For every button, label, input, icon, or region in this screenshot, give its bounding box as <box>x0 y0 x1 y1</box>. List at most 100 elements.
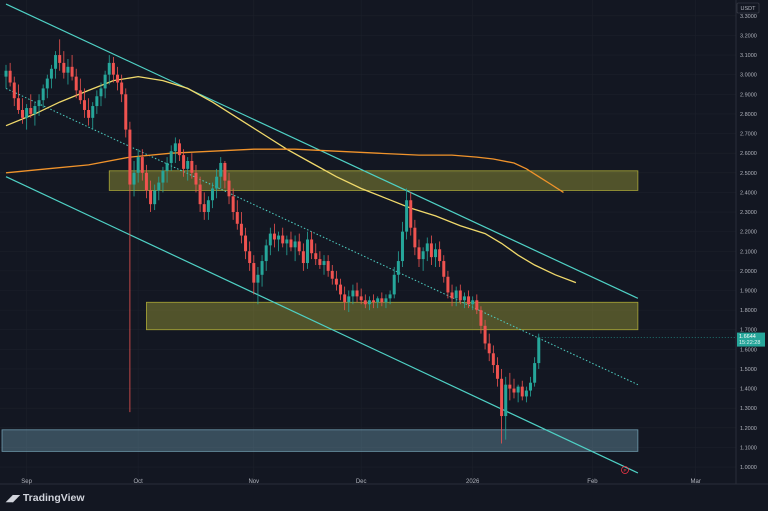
candle-body <box>256 274 260 283</box>
candle-body <box>173 143 177 152</box>
channel-line <box>5 176 639 474</box>
candle-body <box>149 190 153 205</box>
candle-body <box>82 100 86 110</box>
candle-body <box>153 190 157 205</box>
price-tick: 1.7000 <box>740 328 757 334</box>
candle-body <box>202 204 206 213</box>
candle-body <box>58 55 62 63</box>
candle-body <box>537 337 541 364</box>
candle-body <box>475 300 479 311</box>
candle-body <box>322 261 326 265</box>
candle-body <box>384 298 388 303</box>
candle-body <box>8 70 12 83</box>
price-axis[interactable]: 3.3000 3.2000 3.1000 3.0000 2.9000 2.8000 2.70… <box>740 14 757 471</box>
candle-body <box>285 239 289 244</box>
candle-body <box>495 365 499 379</box>
candle-body <box>74 76 78 91</box>
price-tick: 1.1000 <box>740 445 757 451</box>
candle-body <box>351 290 355 297</box>
candle-body <box>318 259 322 265</box>
candle-body <box>529 382 533 391</box>
candle-body <box>41 88 45 101</box>
candle-body <box>450 292 454 299</box>
candles <box>4 39 736 444</box>
channel-line <box>5 3 639 299</box>
candle-body <box>16 98 20 110</box>
candle-body <box>289 239 293 248</box>
candle-body <box>99 88 103 97</box>
candle-body <box>54 55 58 69</box>
candle-body <box>198 184 202 205</box>
last-price-tag <box>737 332 765 347</box>
price-tick: 2.7000 <box>740 132 757 138</box>
candle-body <box>355 290 359 297</box>
candle-body <box>37 100 41 107</box>
candle-body <box>471 300 475 305</box>
candle-body <box>347 296 351 303</box>
candle-body <box>194 172 198 185</box>
time-tick: Oct <box>133 479 143 485</box>
price-tick: 3.2000 <box>740 33 757 39</box>
candle-body <box>434 249 438 258</box>
price-tick: 1.6000 <box>740 347 757 353</box>
candle-body <box>458 290 462 301</box>
candle-body <box>136 157 140 173</box>
candle-body <box>421 251 425 260</box>
time-tick: Mar <box>691 479 701 485</box>
zone <box>108 170 639 191</box>
tradingview-icon: ◢◤ <box>6 492 20 503</box>
price-tick: 3.3000 <box>740 14 757 20</box>
candle-body <box>396 261 400 275</box>
candle-body <box>248 251 252 264</box>
candle-body <box>182 155 186 169</box>
price-tick: 1.4000 <box>740 387 757 393</box>
candle-body <box>500 378 504 417</box>
dotted-midline <box>5 87 639 386</box>
tradingview-logo[interactable]: ◢◤ TradingView <box>6 492 85 504</box>
candle-body <box>520 386 524 397</box>
candle-body <box>219 162 223 177</box>
candle-body <box>380 298 384 303</box>
candle-body <box>467 296 471 305</box>
candle-body <box>363 300 367 305</box>
price-tick: 2.2000 <box>740 230 757 236</box>
zone <box>146 301 639 331</box>
price-tick: 3.0000 <box>740 73 757 79</box>
candle-body <box>45 78 49 89</box>
candle-body <box>252 263 256 283</box>
candle-body <box>429 243 433 258</box>
candle-body <box>339 284 343 295</box>
candle-body <box>227 180 231 197</box>
candle-body <box>483 325 487 344</box>
candle-body <box>334 278 338 285</box>
time-axis[interactable]: Sep Oct Nov Dec 2026 Feb Mar <box>21 479 701 485</box>
candle-body <box>462 296 466 301</box>
candle-body <box>417 247 421 260</box>
candle-body <box>177 143 181 156</box>
candle-body <box>487 343 491 354</box>
price-tick: 1.0000 <box>740 465 757 471</box>
candle-body <box>272 233 276 240</box>
candle-body <box>372 300 376 303</box>
candle-body <box>413 227 417 248</box>
candle-body <box>33 106 37 114</box>
candle-body <box>140 157 144 173</box>
last-price: 1.6644 <box>739 334 756 340</box>
candle-body <box>305 239 309 264</box>
candle-body <box>326 261 330 271</box>
candle-body <box>293 241 297 248</box>
candle-body <box>392 274 396 295</box>
candle-body <box>231 196 235 213</box>
candle-body <box>49 68 53 79</box>
candle-body <box>376 298 380 303</box>
currency-badge[interactable] <box>736 2 760 14</box>
candle-body <box>314 253 318 260</box>
candle-body <box>454 290 458 299</box>
price-tick: 1.8000 <box>740 308 757 314</box>
brand-name: TradingView <box>22 492 85 504</box>
event-icon[interactable] <box>621 466 629 474</box>
candle-body <box>359 296 363 301</box>
